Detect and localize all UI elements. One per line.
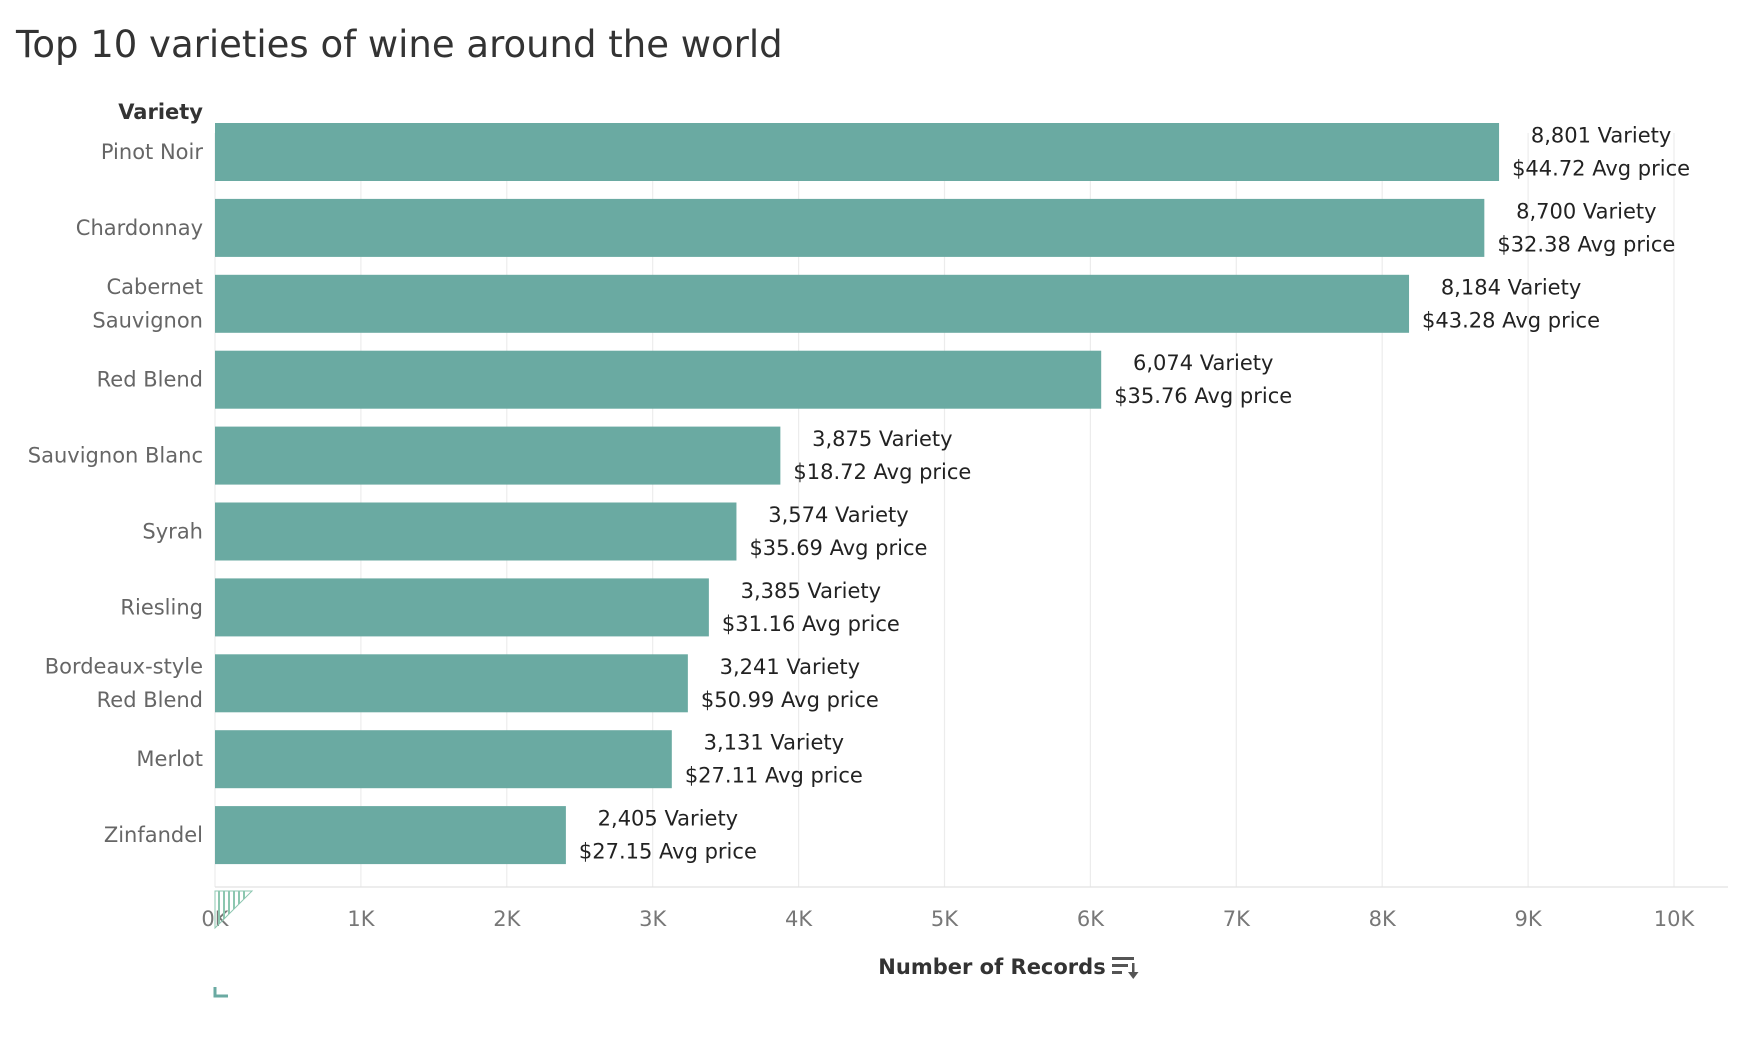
- sort-descending-icon[interactable]: [1112, 957, 1139, 979]
- corner-bracket-icon: [213, 987, 228, 998]
- axis-corner-marker: [214, 890, 254, 930]
- x-tick-label: 6K: [1077, 907, 1105, 931]
- x-tick-label: 3K: [639, 907, 667, 931]
- x-tick-label: 5K: [931, 907, 959, 931]
- category-label: Syrah: [142, 520, 203, 544]
- bar[interactable]: [215, 350, 1102, 409]
- data-label: 3,875 Variety $18.72 Avg price: [793, 427, 971, 484]
- bar[interactable]: [215, 730, 672, 789]
- category-label: Pinot Noir: [101, 140, 203, 164]
- data-label: 8,801 Variety $44.72 Avg price: [1512, 124, 1690, 181]
- gridlines: [214, 133, 1675, 887]
- data-label: 3,241 Variety $50.99 Avg price: [701, 655, 879, 712]
- x-tick-label: 8K: [1369, 907, 1397, 931]
- x-tick-label: 9K: [1515, 907, 1543, 931]
- category-label: Riesling: [120, 595, 203, 619]
- category-label: Zinfandel: [104, 823, 203, 847]
- x-tick-label: 7K: [1223, 907, 1251, 931]
- category-label: Red Blend: [97, 368, 203, 392]
- category-header: Variety: [118, 100, 203, 124]
- bar[interactable]: [215, 654, 688, 713]
- x-tick-label: 1K: [347, 907, 375, 931]
- bar[interactable]: [215, 502, 737, 561]
- data-label: 3,385 Variety $31.16 Avg price: [722, 579, 900, 636]
- bar[interactable]: [215, 426, 781, 485]
- bar[interactable]: [215, 578, 709, 637]
- category-label: Cabernet Sauvignon: [92, 275, 203, 333]
- category-label: Chardonnay: [76, 216, 203, 240]
- bar[interactable]: [215, 123, 1500, 181]
- data-label: 8,184 Variety $43.28 Avg price: [1422, 275, 1600, 332]
- data-label: 2,405 Variety $27.15 Avg price: [579, 807, 757, 864]
- bar[interactable]: [215, 806, 566, 865]
- x-tick-label: 4K: [785, 907, 813, 931]
- x-axis-title: Number of Records: [878, 955, 1105, 979]
- data-labels: 8,801 Variety $44.72 Avg price 8,700 Varie…: [579, 124, 1690, 864]
- bars: [215, 123, 1500, 865]
- category-label: Sauvignon Blanc: [28, 444, 203, 468]
- data-label: 6,074 Variety $35.76 Avg price: [1114, 351, 1292, 408]
- x-tick-label: 2K: [493, 907, 521, 931]
- data-label: 3,574 Variety $35.69 Avg price: [749, 503, 927, 560]
- category-labels: Pinot Noir Chardonnay Cabernet Sauvignon Red…: [28, 140, 204, 847]
- chart-title: Top 10 varieties of wine around the worl…: [15, 23, 783, 66]
- bar[interactable]: [215, 274, 1410, 333]
- x-tick-labels: 0K 1K 2K 3K 4K 5K 6K 7K 8K 9K 10K: [201, 907, 1695, 931]
- x-tick-label: 10K: [1654, 907, 1696, 931]
- bar[interactable]: [215, 198, 1485, 257]
- category-label: Bordeaux-style Red Blend: [45, 655, 203, 713]
- data-label: 3,131 Variety $27.11 Avg price: [685, 731, 863, 788]
- data-label: 8,700 Variety $32.38 Avg price: [1497, 199, 1675, 256]
- category-label: Merlot: [136, 747, 203, 771]
